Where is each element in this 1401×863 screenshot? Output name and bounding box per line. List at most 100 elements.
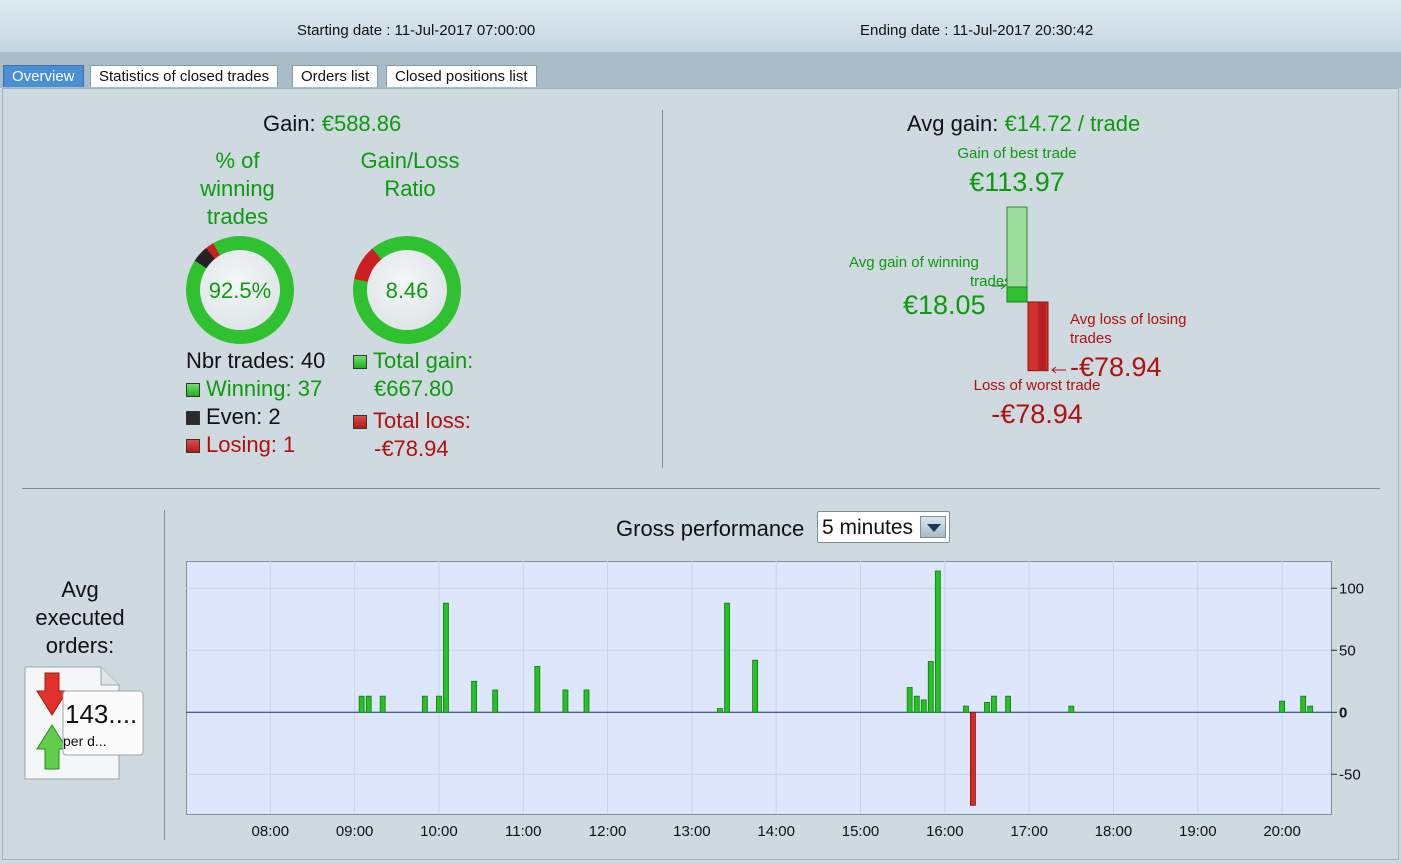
losing-count: Losing: 1 <box>186 432 295 458</box>
x-tick-label: 19:00 <box>1179 823 1217 840</box>
loss-bar <box>970 711 976 806</box>
avg-win-arrow <box>992 282 1006 290</box>
gain-bar <box>379 695 386 713</box>
tab-bar: Overview Statistics of closed trades Ord… <box>0 52 1401 88</box>
x-tick-label: 17:00 <box>1010 823 1048 840</box>
gain-bar <box>443 602 449 713</box>
top-bar: Starting date : 11-Jul-2017 07:00:00 End… <box>0 0 1401 53</box>
gain-bar <box>927 661 934 713</box>
x-tick-label: 15:00 <box>842 823 880 840</box>
x-tick-label: 14:00 <box>757 823 795 840</box>
gain-bar <box>421 695 428 713</box>
avg-gain-heading: Avg gain: €14.72 / trade <box>907 111 1140 137</box>
x-tick-label: 10:00 <box>420 823 458 840</box>
gross-performance-title: Gross performance <box>616 516 805 541</box>
gain-bar <box>1005 695 1011 713</box>
interval-select-value: 5 minutes <box>822 516 914 539</box>
total-loss-swatch <box>353 415 367 429</box>
gainloss-title: Gain/Loss Ratio <box>340 147 480 203</box>
avg-loss-value: -€78.94 <box>1070 352 1162 382</box>
avg-loss-bar <box>1038 302 1046 371</box>
tab-statistics-closed-trades[interactable]: Statistics of closed trades <box>90 65 279 87</box>
starting-date: Starting date : 11-Jul-2017 07:00:00 <box>297 22 536 39</box>
even-count-label: Even: 2 <box>206 404 281 429</box>
losing-legend-swatch <box>186 439 200 453</box>
best-trade-label: Gain of best trade <box>957 145 1077 162</box>
gain-bar <box>984 701 990 713</box>
gain-bar <box>1300 695 1307 713</box>
losing-count-label: Losing: 1 <box>206 432 296 457</box>
nbr-trades: Nbr trades: 40 <box>186 348 326 373</box>
gross-performance-chart: 08:00 09:00 10:00 11:00 12:00 13:00 14:00 15:00… <box>186 561 1364 840</box>
winning-count-label: Winning: 37 <box>206 376 323 401</box>
chevron-down-icon[interactable] <box>920 516 946 538</box>
avg-trade-bars <box>992 206 1066 374</box>
gain-bar <box>752 659 759 713</box>
gain-bar <box>717 708 723 713</box>
total-loss-label: Total loss: <box>373 408 471 433</box>
total-loss-value: -€78.94 <box>374 436 449 461</box>
x-tick-label: 12:00 <box>589 823 627 840</box>
gain-bar <box>1068 705 1075 713</box>
orders-document-icon <box>24 666 144 780</box>
gain-bar <box>913 695 920 713</box>
even-legend-swatch <box>186 411 200 425</box>
worst-trade-label: Loss of worst trade <box>973 377 1101 394</box>
gainloss-value: 8.46 <box>385 278 429 303</box>
total-loss: Total loss: <box>353 408 471 434</box>
ending-date: Ending date : 11-Jul-2017 20:30:42 <box>860 22 1094 39</box>
x-tick-label: 18:00 <box>1095 823 1133 840</box>
gain-bar <box>583 689 590 713</box>
tab-orders-list[interactable]: Orders list <box>292 65 379 87</box>
total-gain: Total gain: <box>353 348 473 374</box>
x-tick-label: 08:00 <box>252 823 290 840</box>
tab-closed-positions-list[interactable]: Closed positions list <box>386 65 537 87</box>
avg-loss-label-2: trades <box>1070 330 1112 347</box>
y-tick-label: 50 <box>1339 642 1356 659</box>
orders-title-line3: orders: <box>45 633 115 658</box>
even-count: Even: 2 <box>186 404 281 430</box>
gain-bar <box>934 570 941 713</box>
avg-win-bar <box>1006 286 1028 303</box>
gainloss-title-line2: Ratio <box>384 176 436 201</box>
tab-overview[interactable]: Overview <box>3 65 84 87</box>
gain-bar <box>906 687 913 713</box>
gain-bar <box>1279 700 1285 713</box>
gain-bar <box>562 689 569 713</box>
gain-bar <box>471 680 478 713</box>
total-gain-label: Total gain: <box>373 348 474 373</box>
y-tick-label: 100 <box>1339 580 1364 597</box>
winning-pct-title-line3: trades <box>206 204 269 229</box>
total-gain-value: €667.80 <box>374 376 454 401</box>
winning-pct-title-line1: % of <box>215 148 260 173</box>
best-trade-value: €113.97 <box>969 167 1065 197</box>
vertical-separator-bottom <box>164 510 165 840</box>
vertical-separator <box>662 110 663 468</box>
x-tick-label: 20:00 <box>1263 823 1301 840</box>
x-tick-label: 13:00 <box>673 823 711 840</box>
y-tick-label: 0 <box>1339 704 1347 721</box>
gain-bar <box>436 695 442 713</box>
x-tick-label: 16:00 <box>926 823 964 840</box>
x-tick-label: 09:00 <box>336 823 374 840</box>
gain-bar <box>963 705 969 713</box>
avg-loss-label: Avg loss of losing <box>1070 311 1187 328</box>
gain-bar <box>365 695 372 713</box>
horizontal-separator <box>22 488 1380 489</box>
winning-legend-swatch <box>186 383 200 397</box>
total-gain-swatch <box>353 355 367 369</box>
gain-heading: Gain: €588.86 <box>263 111 401 137</box>
avg-win-label: Avg gain of winning <box>849 254 979 271</box>
orders-title: Avg executed orders: <box>20 576 140 660</box>
orders-title-line2: executed <box>35 605 125 630</box>
avg-gain-label: Avg gain: <box>907 111 999 136</box>
y-tick-label: -50 <box>1339 766 1361 783</box>
interval-select[interactable]: 5 minutes <box>817 511 950 543</box>
gain-bar <box>358 695 365 713</box>
gain-bar <box>724 602 730 713</box>
gainloss-title-line1: Gain/Loss <box>360 148 460 173</box>
orders-icon: 143.... per d... <box>23 665 145 781</box>
orders-value: 143.... <box>65 699 138 729</box>
winning-pct-title: % of winning trades <box>170 147 305 231</box>
gain-bar <box>920 699 927 713</box>
